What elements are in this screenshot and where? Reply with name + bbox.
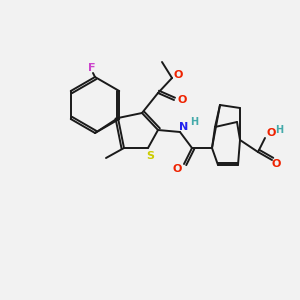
- Text: O: O: [177, 95, 187, 105]
- Text: O: O: [173, 70, 183, 80]
- Text: O: O: [172, 164, 182, 174]
- Text: O: O: [271, 159, 281, 169]
- Text: H: H: [275, 125, 283, 135]
- Text: F: F: [88, 63, 96, 73]
- Text: S: S: [146, 151, 154, 161]
- Text: O: O: [266, 128, 276, 138]
- Text: N: N: [179, 122, 189, 132]
- Text: H: H: [190, 117, 198, 127]
